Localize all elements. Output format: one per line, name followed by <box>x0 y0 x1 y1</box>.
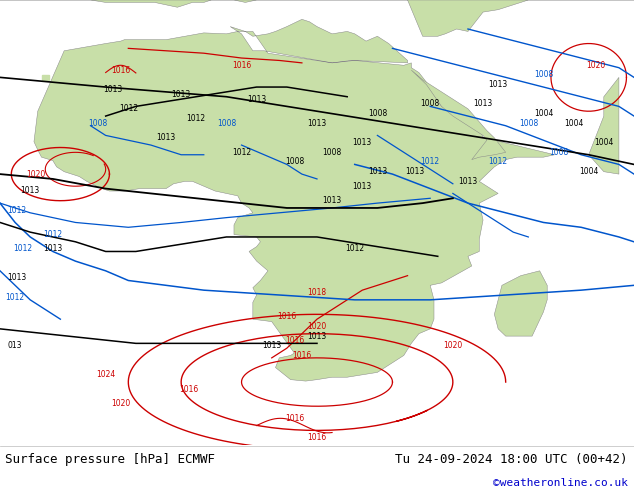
Text: 1012: 1012 <box>43 230 62 239</box>
Text: 1008: 1008 <box>89 119 108 128</box>
Text: 1013: 1013 <box>458 177 477 186</box>
Text: 1012: 1012 <box>119 104 138 113</box>
Text: 1020: 1020 <box>111 399 131 408</box>
Text: 1012: 1012 <box>186 114 206 123</box>
Text: 1020: 1020 <box>307 322 327 331</box>
Text: 1013: 1013 <box>43 245 63 253</box>
Text: 1016: 1016 <box>179 385 198 394</box>
Text: 1008: 1008 <box>549 148 568 157</box>
Text: 1018: 1018 <box>307 288 327 297</box>
Text: 1012: 1012 <box>420 157 440 167</box>
Text: Surface pressure [hPa] ECMWF: Surface pressure [hPa] ECMWF <box>5 453 215 466</box>
Polygon shape <box>0 0 634 36</box>
Text: 1020: 1020 <box>443 341 462 350</box>
Text: 1013: 1013 <box>8 273 27 283</box>
Text: 1012: 1012 <box>8 206 27 215</box>
Text: 1012: 1012 <box>6 293 25 302</box>
Text: 1013: 1013 <box>20 186 40 196</box>
Text: 1013: 1013 <box>307 119 327 128</box>
Text: 1008: 1008 <box>534 71 553 79</box>
Text: 013: 013 <box>8 341 22 350</box>
Polygon shape <box>589 77 619 174</box>
Text: 1020: 1020 <box>586 61 606 70</box>
Text: 1016: 1016 <box>232 61 251 70</box>
Text: 1004: 1004 <box>579 167 598 176</box>
Text: 1012: 1012 <box>489 157 508 167</box>
Text: 1008: 1008 <box>323 148 342 157</box>
Text: 1008: 1008 <box>217 119 236 128</box>
Text: 1013: 1013 <box>103 85 123 94</box>
Text: ©weatheronline.co.uk: ©weatheronline.co.uk <box>493 478 628 488</box>
Text: 1013: 1013 <box>489 80 508 89</box>
Text: 1016: 1016 <box>277 312 297 321</box>
Text: 1013: 1013 <box>262 341 281 350</box>
Polygon shape <box>41 75 49 80</box>
Text: 1013: 1013 <box>406 167 425 176</box>
Text: 1016: 1016 <box>285 336 304 345</box>
Text: 1016: 1016 <box>285 414 304 423</box>
Text: 1008: 1008 <box>519 119 538 128</box>
Text: 1016: 1016 <box>292 351 311 360</box>
Text: 1013: 1013 <box>353 138 372 147</box>
Polygon shape <box>411 70 506 160</box>
Text: 1004: 1004 <box>594 138 614 147</box>
Text: 1004: 1004 <box>564 119 583 128</box>
Text: 1020: 1020 <box>27 170 46 178</box>
Text: 1012: 1012 <box>13 245 32 253</box>
Text: 1024: 1024 <box>96 370 115 379</box>
Text: 1013: 1013 <box>172 90 191 98</box>
Text: Tu 24-09-2024 18:00 UTC (00+42): Tu 24-09-2024 18:00 UTC (00+42) <box>395 453 628 466</box>
Text: 1013: 1013 <box>368 167 387 176</box>
Text: 1013: 1013 <box>323 196 342 205</box>
Text: 1016: 1016 <box>307 433 327 442</box>
Text: 1016: 1016 <box>111 66 131 74</box>
Text: 1012: 1012 <box>232 148 251 157</box>
Polygon shape <box>495 271 547 336</box>
Text: 1004: 1004 <box>534 109 553 118</box>
Text: 1013: 1013 <box>307 332 327 341</box>
Text: 1008: 1008 <box>368 109 387 118</box>
Polygon shape <box>34 19 555 381</box>
Text: 1008: 1008 <box>420 99 440 108</box>
Text: 1012: 1012 <box>345 245 365 253</box>
Text: 1013: 1013 <box>474 99 493 108</box>
Text: 1013: 1013 <box>157 133 176 142</box>
Text: 1013: 1013 <box>247 95 266 103</box>
Text: 1013: 1013 <box>353 182 372 191</box>
Text: 1008: 1008 <box>285 157 304 167</box>
